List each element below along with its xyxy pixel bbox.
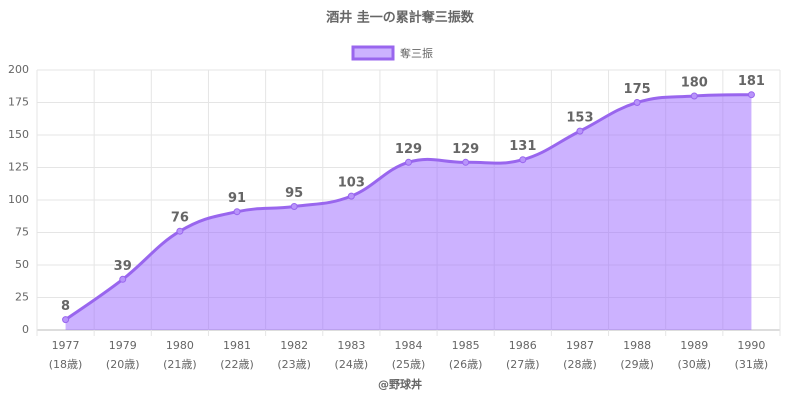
x-tick-label: (24歳) xyxy=(335,358,369,371)
x-tick-label: (29歳) xyxy=(620,358,654,371)
x-tick-label: 1989 xyxy=(680,339,708,352)
x-tick-label: 1990 xyxy=(737,339,765,352)
x-tick-label: 1979 xyxy=(109,339,137,352)
legend-label: 奪三振 xyxy=(400,46,433,60)
x-tick-label: 1982 xyxy=(280,339,308,352)
x-tick-label: 1981 xyxy=(223,339,251,352)
x-tick-label: (28歳) xyxy=(563,358,597,371)
x-tick-label: (30歳) xyxy=(677,358,711,371)
value-label: 131 xyxy=(509,139,536,154)
y-tick-label: 125 xyxy=(8,161,29,174)
y-tick-label: 150 xyxy=(8,128,29,141)
footer: @野球丼 xyxy=(378,377,422,391)
y-tick-label: 175 xyxy=(8,96,29,109)
value-label: 76 xyxy=(171,211,189,226)
x-tick-label: (23歳) xyxy=(277,358,311,371)
value-label: 180 xyxy=(681,76,708,91)
x-tick-label: 1980 xyxy=(166,339,194,352)
x-tick-label: 1986 xyxy=(509,339,537,352)
value-label: 181 xyxy=(738,74,765,89)
x-tick-label: 1985 xyxy=(452,339,480,352)
y-tick-label: 200 xyxy=(8,63,29,76)
point xyxy=(119,275,127,283)
x-tick-label: (27歳) xyxy=(506,358,540,371)
x-tick-label: 1988 xyxy=(623,339,651,352)
value-label: 153 xyxy=(566,111,593,126)
point xyxy=(576,127,584,135)
area xyxy=(65,94,752,330)
point xyxy=(290,203,298,210)
point xyxy=(62,316,70,324)
value-label: 129 xyxy=(452,142,479,157)
value-label: 129 xyxy=(395,142,422,157)
value-label: 103 xyxy=(338,176,365,191)
y-tick-label: 25 xyxy=(15,291,29,304)
point xyxy=(405,158,412,166)
x-tick-label: 1977 xyxy=(52,339,80,352)
x-tick-label: (22歳) xyxy=(220,358,254,371)
x-tick-label: (18歳) xyxy=(49,358,83,371)
value-label: 175 xyxy=(624,82,651,97)
x-tick-label: (21歳) xyxy=(163,358,197,371)
point xyxy=(347,192,355,200)
value-label: 39 xyxy=(114,259,132,274)
x-tick-label: (25歳) xyxy=(392,358,426,371)
x-tick-label: (31歳) xyxy=(735,358,769,371)
value-label: 95 xyxy=(285,186,303,201)
x-tick-label: 1983 xyxy=(337,339,365,352)
point xyxy=(462,158,470,166)
y-tick-label: 75 xyxy=(15,226,29,239)
x-tick-label: (20歳) xyxy=(106,358,140,371)
point xyxy=(633,99,641,106)
legend-swatch xyxy=(351,45,395,61)
y-tick-label: 50 xyxy=(15,258,29,271)
point xyxy=(233,208,241,216)
x-tick-label: (26歳) xyxy=(449,358,483,371)
point xyxy=(176,227,184,235)
point xyxy=(747,91,755,99)
y-tick-label: 0 xyxy=(22,323,29,336)
value-label: 91 xyxy=(228,191,246,206)
chart-title: 酒井 圭一の累計奪三振数 xyxy=(326,10,475,26)
x-tick-label: 1987 xyxy=(566,339,594,352)
value-label: 8 xyxy=(61,299,70,314)
point xyxy=(690,92,698,100)
y-tick-label: 100 xyxy=(8,193,29,206)
x-tick-label: 1984 xyxy=(395,339,423,352)
point xyxy=(519,156,527,164)
